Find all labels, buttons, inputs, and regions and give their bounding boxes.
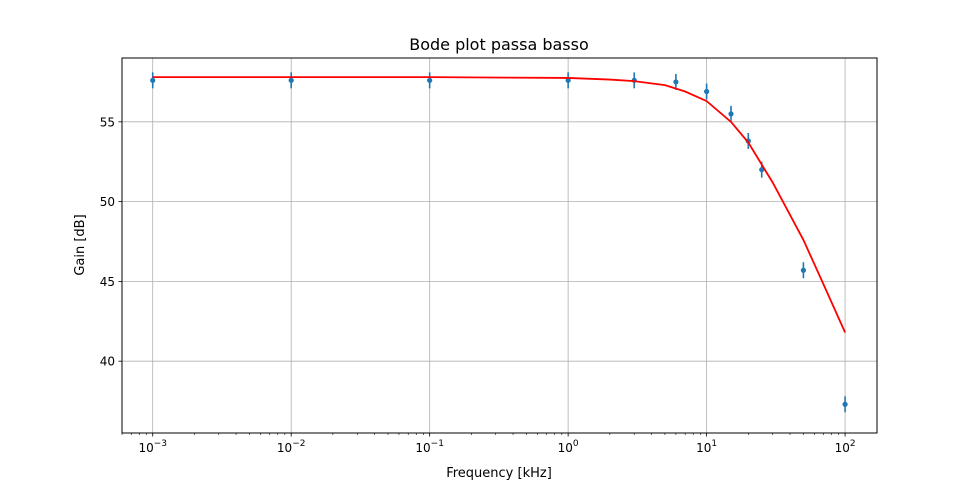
x-tick-label: 102: [835, 439, 856, 455]
chart-title: Bode plot passa basso: [409, 35, 589, 54]
x-tick-label: 10−1: [415, 439, 444, 455]
y-tick-label: 40: [100, 355, 115, 369]
x-tick-label: 101: [696, 439, 717, 455]
y-tick-label: 50: [100, 195, 115, 209]
data-point: [800, 267, 807, 273]
data-point: [728, 111, 734, 117]
data-point: [427, 77, 433, 83]
x-tick-label: 100: [558, 439, 579, 455]
y-tick-label: 45: [100, 275, 115, 289]
data-point: [150, 77, 156, 83]
grid: [122, 58, 877, 433]
data-point: [842, 401, 848, 407]
y-tick-label: 55: [100, 115, 115, 129]
x-axis-label: Frequency [kHz]: [446, 466, 552, 481]
axes-frame: [121, 57, 878, 434]
data-point: [759, 167, 765, 173]
data-point: [565, 77, 571, 83]
data-point: [673, 79, 679, 85]
plot-area: [150, 72, 848, 413]
y-axis-label: Gain [dB]: [73, 214, 88, 275]
data-point: [704, 88, 710, 95]
data-point: [288, 77, 294, 83]
x-axis-ticks: 10−3 10−2 10−1 100 101 102: [121, 433, 856, 455]
x-tick-label: 10−2: [277, 439, 306, 455]
x-tick-label: 10−3: [138, 439, 167, 455]
fit-curve: [152, 76, 846, 333]
y-axis-ticks: 40 45 50 55: [100, 115, 122, 369]
